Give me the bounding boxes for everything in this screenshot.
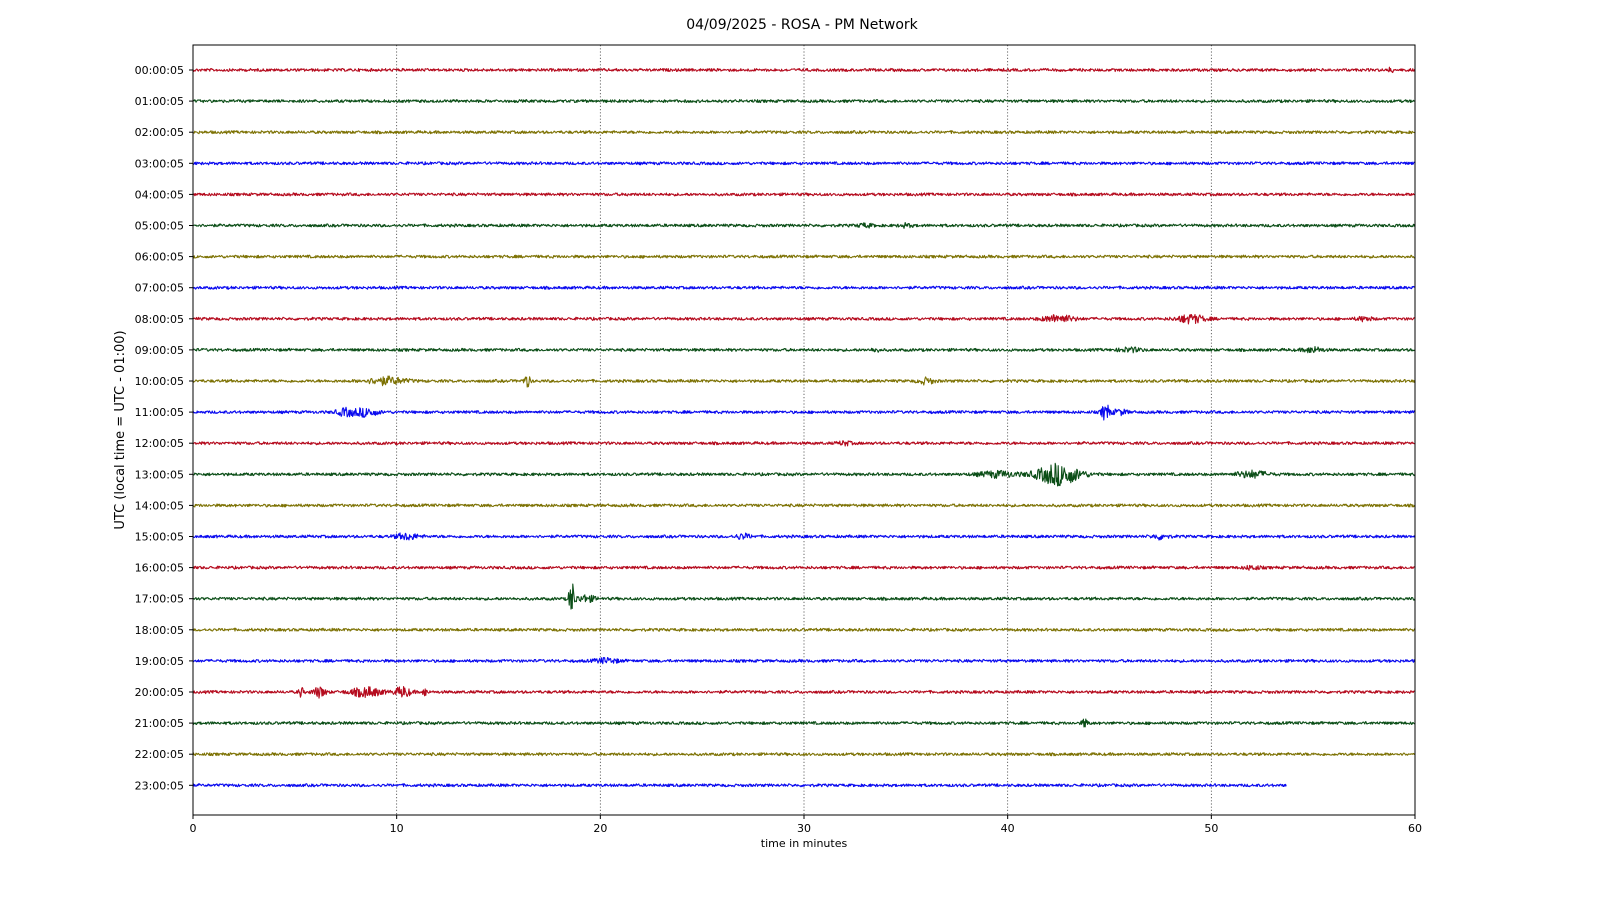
y-tick-label: 00:00:05 (135, 64, 184, 77)
y-tick-label: 22:00:05 (135, 748, 184, 761)
y-tick-label: 05:00:05 (135, 220, 184, 233)
y-tick-label: 08:00:05 (135, 313, 184, 326)
x-tick-label: 30 (797, 822, 811, 835)
y-tick-label: 13:00:05 (135, 468, 184, 481)
y-tick-label: 10:00:05 (135, 375, 184, 388)
trace-09-00-05 (192, 345, 1415, 354)
y-tick-label: 07:00:05 (135, 282, 184, 295)
y-tick-label: 21:00:05 (135, 717, 184, 730)
x-tick-label: 50 (1204, 822, 1218, 835)
x-tick-labels: 0 10 20 30 40 50 60 (190, 815, 1422, 835)
y-tick-label: 03:00:05 (135, 157, 184, 170)
y-tick-label: 11:00:05 (135, 406, 184, 419)
x-tick-label: 40 (1001, 822, 1015, 835)
y-tick-label: 23:00:05 (135, 779, 184, 792)
y-tick-label: 09:00:05 (135, 344, 184, 357)
trace-19-00-05 (192, 656, 1416, 665)
trace-08-00-05 (192, 313, 1415, 325)
y-tick-label: 15:00:05 (135, 531, 184, 544)
y-tick-label: 19:00:05 (135, 655, 184, 668)
trace-16-00-05 (192, 564, 1415, 571)
trace-13-00-05 (192, 462, 1416, 487)
y-tick-label: 14:00:05 (135, 499, 184, 512)
x-tick-label: 60 (1408, 822, 1422, 835)
y-tick-label: 17:00:05 (135, 593, 184, 606)
trace-06-00-05 (192, 254, 1415, 259)
x-tick-label: 0 (190, 822, 197, 835)
trace-07-00-05 (192, 285, 1415, 290)
trace-22-00-05 (192, 752, 1416, 757)
y-tick-label: 20:00:05 (135, 686, 184, 699)
x-tick-label: 20 (593, 822, 607, 835)
trace-03-00-05 (192, 161, 1416, 166)
y-tick-label: 04:00:05 (135, 188, 184, 201)
trace-01-00-05 (192, 98, 1415, 104)
plot-frame (192, 44, 1416, 816)
y-tick-label: 01:00:05 (135, 95, 184, 108)
chart-title: 04/09/2025 - ROSA - PM Network (686, 17, 918, 33)
trace-21-00-05 (192, 718, 1415, 728)
trace-10-00-05 (192, 375, 1416, 388)
trace-23-00-05 (192, 783, 1287, 788)
trace-14-00-05 (192, 503, 1416, 508)
trace-17-00-05 (192, 583, 1416, 610)
y-tick-label: 06:00:05 (135, 251, 184, 264)
trace-18-00-05 (192, 627, 1416, 632)
trace-04-00-05 (192, 192, 1415, 197)
y-tick-label: 16:00:05 (135, 562, 184, 575)
y-tick-label: 02:00:05 (135, 126, 184, 139)
trace-11-00-05 (192, 404, 1416, 421)
trace-15-00-05 (192, 532, 1416, 541)
trace-02-00-05 (192, 130, 1415, 135)
grid-lines (396, 45, 1212, 815)
trace-20-00-05 (192, 685, 1415, 699)
x-tick-label: 10 (390, 822, 404, 835)
y-axis-label: UTC (local time = UTC - 01:00) (113, 330, 128, 529)
trace-05-00-05 (192, 221, 1416, 229)
x-axis-label: time in minutes (761, 837, 848, 850)
y-tick-labels: 00:00:05 01:00:05 02:00:05 03:00:05 04:00:05… (135, 64, 193, 792)
trace-layer (192, 66, 1416, 788)
y-tick-label: 18:00:05 (135, 624, 184, 637)
trace-12-00-05 (192, 440, 1415, 447)
trace-00-00-05 (192, 66, 1416, 74)
y-tick-label: 12:00:05 (135, 437, 184, 450)
